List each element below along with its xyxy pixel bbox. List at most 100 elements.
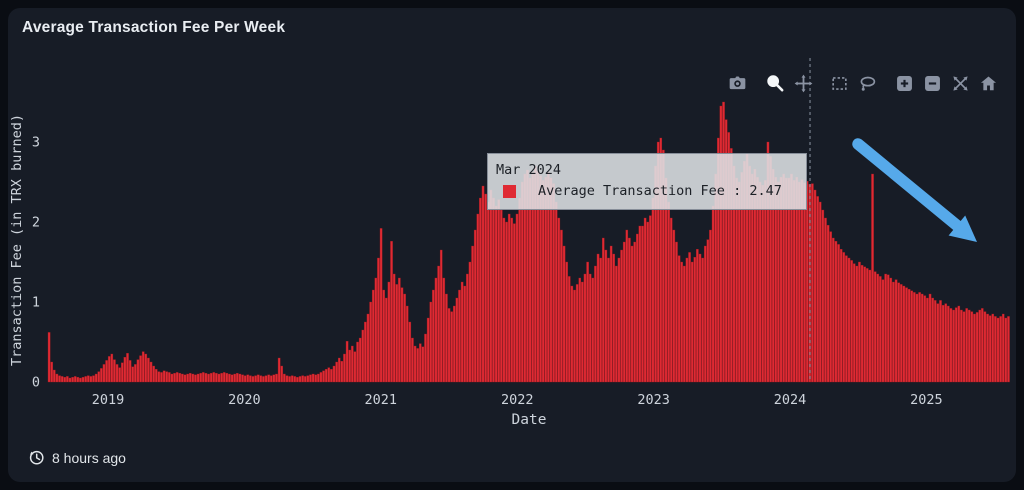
fee-bar[interactable] xyxy=(343,353,346,383)
fee-bar[interactable] xyxy=(149,361,153,383)
fee-bar[interactable] xyxy=(999,316,1002,383)
fee-bar[interactable] xyxy=(920,293,924,383)
fee-bar[interactable] xyxy=(251,376,255,383)
fee-bar[interactable] xyxy=(996,317,1000,383)
fee-bar[interactable] xyxy=(649,215,652,383)
fee-bar[interactable] xyxy=(910,290,913,383)
fee-bar[interactable] xyxy=(178,373,182,383)
fee-bar[interactable] xyxy=(139,355,142,383)
fee-bar[interactable] xyxy=(55,373,59,383)
fee-bar[interactable] xyxy=(298,376,302,383)
pan-tool-button[interactable] xyxy=(791,71,816,96)
fee-bar[interactable] xyxy=(591,277,595,383)
fee-bar[interactable] xyxy=(243,375,247,383)
fee-bar[interactable] xyxy=(900,284,903,383)
fee-bar[interactable] xyxy=(928,293,932,383)
fee-bar[interactable] xyxy=(816,196,819,383)
fee-bar[interactable] xyxy=(168,372,171,383)
fee-bar[interactable] xyxy=(102,364,106,383)
fee-bar[interactable] xyxy=(696,249,699,383)
fee-bar[interactable] xyxy=(936,303,940,383)
fee-bar[interactable] xyxy=(581,281,584,383)
fee-bar[interactable] xyxy=(147,357,150,383)
fee-bar[interactable] xyxy=(47,332,51,383)
fee-bar[interactable] xyxy=(471,245,474,383)
fee-bar[interactable] xyxy=(290,375,294,383)
fee-bar[interactable] xyxy=(884,273,887,383)
fee-bar[interactable] xyxy=(324,369,328,383)
fee-bar[interactable] xyxy=(353,351,357,383)
fee-bar[interactable] xyxy=(152,365,155,383)
fee-bar[interactable] xyxy=(207,373,210,383)
fee-bar[interactable] xyxy=(165,371,168,383)
fee-bar[interactable] xyxy=(518,197,521,383)
fee-bar[interactable] xyxy=(777,181,780,383)
fee-bar[interactable] xyxy=(241,374,244,383)
fee-bar[interactable] xyxy=(636,233,639,383)
fee-bar[interactable] xyxy=(429,301,432,383)
fee-bar[interactable] xyxy=(118,367,121,383)
fee-bar[interactable] xyxy=(476,213,480,383)
fee-bar[interactable] xyxy=(58,375,61,383)
fee-bar[interactable] xyxy=(225,373,229,383)
fee-bar[interactable] xyxy=(858,261,861,383)
fee-bar[interactable] xyxy=(669,217,673,383)
fee-bar[interactable] xyxy=(565,261,568,383)
fee-bar[interactable] xyxy=(356,341,359,383)
fee-bar[interactable] xyxy=(92,375,95,383)
fee-bar[interactable] xyxy=(973,313,976,383)
fee-bar[interactable] xyxy=(599,257,602,383)
fee-bar[interactable] xyxy=(505,221,508,383)
fee-bar[interactable] xyxy=(97,371,101,383)
fee-bar[interactable] xyxy=(202,372,205,383)
fee-bar[interactable] xyxy=(447,308,451,383)
fee-bar[interactable] xyxy=(366,313,370,383)
fee-bar[interactable] xyxy=(829,231,832,383)
fee-bar[interactable] xyxy=(270,375,273,383)
fee-bar[interactable] xyxy=(421,346,425,383)
fee-bar[interactable] xyxy=(358,337,362,383)
fee-bar[interactable] xyxy=(638,225,642,383)
fee-bar[interactable] xyxy=(458,289,461,383)
fee-bar[interactable] xyxy=(604,249,608,383)
fee-bar[interactable] xyxy=(672,229,676,383)
fee-bar[interactable] xyxy=(309,374,312,383)
fee-bar[interactable] xyxy=(348,349,351,383)
fee-bar[interactable] xyxy=(758,181,762,383)
fee-bar[interactable] xyxy=(573,289,576,383)
download-plot-button[interactable] xyxy=(725,71,750,96)
fee-bar[interactable] xyxy=(439,249,443,383)
fee-bar[interactable] xyxy=(81,377,85,383)
fee-bar[interactable] xyxy=(944,303,947,383)
fee-bar[interactable] xyxy=(413,345,417,383)
fee-bar[interactable] xyxy=(986,313,989,383)
fee-bar[interactable] xyxy=(53,369,56,383)
fee-bar[interactable] xyxy=(711,205,715,383)
fee-bar[interactable] xyxy=(615,265,618,383)
fee-bar[interactable] xyxy=(387,281,391,383)
fee-bar[interactable] xyxy=(155,369,158,383)
fee-bar[interactable] xyxy=(196,373,200,383)
fee-bar[interactable] xyxy=(296,377,299,383)
fee-bar[interactable] xyxy=(607,257,610,383)
fee-bar[interactable] xyxy=(703,245,707,383)
fee-bar[interactable] xyxy=(625,229,629,383)
fee-bar[interactable] xyxy=(923,295,927,383)
fee-bar[interactable] xyxy=(186,373,189,383)
fee-bar[interactable] xyxy=(617,257,621,383)
fee-bar[interactable] xyxy=(492,197,495,383)
fee-bar[interactable] xyxy=(463,285,466,383)
fee-bar[interactable] xyxy=(134,364,137,383)
fee-bar[interactable] xyxy=(442,277,446,383)
fee-bar[interactable] xyxy=(121,362,124,383)
fee-bar[interactable] xyxy=(379,228,383,383)
fee-bar[interactable] xyxy=(612,253,615,383)
fee-bar[interactable] xyxy=(144,353,148,383)
fee-bar[interactable] xyxy=(332,365,336,383)
fee-bar[interactable] xyxy=(220,373,223,383)
fee-bar[interactable] xyxy=(502,217,506,383)
fee-bar[interactable] xyxy=(217,373,221,383)
fee-bar[interactable] xyxy=(560,229,563,383)
fee-bar[interactable] xyxy=(586,261,589,383)
fee-bar[interactable] xyxy=(395,284,399,383)
